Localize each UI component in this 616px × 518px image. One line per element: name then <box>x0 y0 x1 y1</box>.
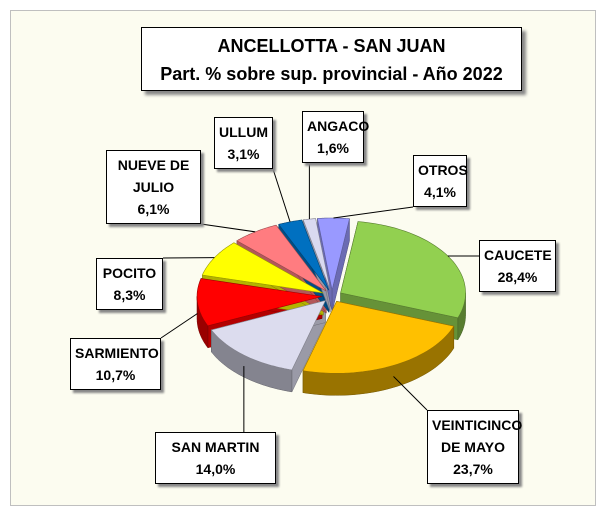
data-label: SARMIENTO 10,7% <box>70 338 161 390</box>
label-value: 4,1% <box>424 184 456 200</box>
label-category: OTROS <box>418 162 468 178</box>
label-value: 10,7% <box>95 367 136 383</box>
label-value: 3,1% <box>227 146 260 162</box>
label-value: 23,7% <box>453 461 493 477</box>
slice <box>210 300 327 371</box>
label-value: 14,0% <box>195 461 236 477</box>
label-category: SAN MARTIN <box>171 439 260 455</box>
label-value: 28,4% <box>497 269 538 285</box>
label-value: 8,3% <box>113 287 146 303</box>
chart-title: ANCELLOTTA - SAN JUAN <box>217 36 446 56</box>
data-label: POCITO 8,3% <box>96 258 163 310</box>
data-label: CAUCETE 28,4% <box>479 240 556 292</box>
leader-line <box>333 206 414 219</box>
label-category: CAUCETE <box>484 247 552 263</box>
data-label: ANGACO 1,6% <box>302 111 370 163</box>
title-box: ANCELLOTTA - SAN JUAN Part. % sobre sup.… <box>141 27 522 91</box>
label-value: 6,1% <box>137 201 170 217</box>
data-label: ULLUM 3,1% <box>214 117 273 169</box>
chart-subtitle: Part. % sobre sup. provincial - Año 2022 <box>160 64 503 84</box>
leader-line <box>393 376 428 411</box>
leader-line <box>272 168 291 223</box>
label-category: POCITO <box>102 265 157 281</box>
slice <box>196 278 323 327</box>
label-category: VEINTICINCO DE MAYO <box>432 417 523 455</box>
data-label: NUEVE DE JULIO 6,1% <box>106 150 201 224</box>
data-label: OTROS 4,1% <box>413 155 468 207</box>
leader-line <box>160 313 198 339</box>
slice <box>278 219 330 291</box>
label-category: NUEVE DE JULIO <box>117 157 190 195</box>
data-label: SAN MARTIN 14,0% <box>155 432 276 484</box>
data-label: VEINTICINCO DE MAYO 23,7% <box>427 410 523 484</box>
leader-line <box>200 223 256 233</box>
label-category: ULLUM <box>219 124 268 140</box>
slice <box>302 300 455 374</box>
label-category: SARMIENTO <box>75 345 159 361</box>
label-value: 1,6% <box>317 140 349 156</box>
label-category: ANGACO <box>307 118 370 134</box>
